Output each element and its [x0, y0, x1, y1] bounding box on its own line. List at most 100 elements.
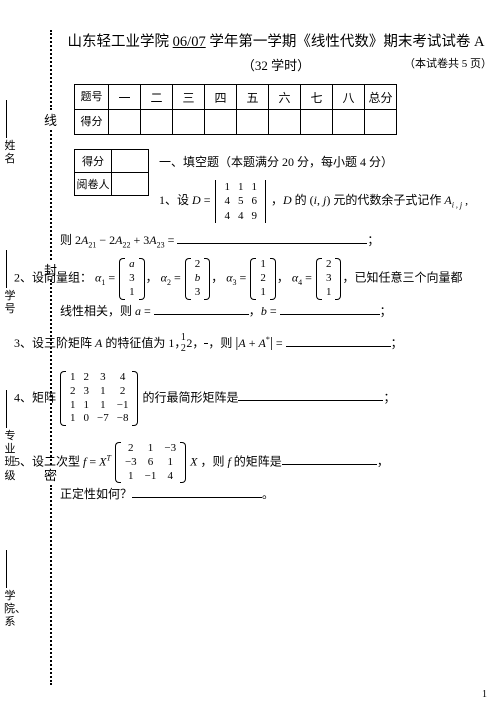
- underline-class: [6, 390, 8, 428]
- subscript: 23: [157, 240, 165, 249]
- col-vector: a31: [119, 258, 145, 299]
- table-row: 题号 一 二 三 四 五 六 七 八 总分: [75, 85, 397, 110]
- blank-underline: [286, 333, 391, 347]
- score-table: 题号 一 二 三 四 五 六 七 八 总分 得分: [74, 84, 397, 135]
- eq-sign: =: [105, 271, 118, 285]
- q-text: ；: [391, 336, 403, 350]
- col-header: 一: [109, 85, 141, 110]
- underline-dept: [6, 550, 8, 588]
- col-vector: 2b3: [185, 258, 211, 299]
- var-A: A: [444, 193, 451, 207]
- q-text: ；: [367, 233, 379, 247]
- eq-sign: =: [267, 304, 280, 318]
- var-A: A: [238, 336, 245, 350]
- hours-text: （32 学时）: [242, 58, 310, 73]
- q-text: ，: [249, 304, 261, 318]
- q-text: ) 元的代数余子式记作: [326, 193, 444, 207]
- q-text: ；: [383, 390, 395, 404]
- q-text: 1、设: [159, 193, 192, 207]
- col-vector: 231: [316, 258, 342, 299]
- mini-cell: 得分: [75, 150, 112, 173]
- label-name: 姓名: [4, 140, 16, 166]
- row-label: 得分: [75, 110, 109, 135]
- matrix-4x4: 1234 2312 111−1 10−7−8: [60, 371, 138, 426]
- q-text: 3、设三阶矩阵: [14, 336, 95, 350]
- var-A: A: [259, 336, 266, 350]
- table-row: 得分: [75, 110, 397, 135]
- eq-sign: =: [302, 271, 315, 285]
- subtitle-row: （32 学时） （本试卷共 5 页）: [60, 55, 492, 74]
- page-content: 山东轻工业学院 06/07 学年第一学期《线性代数》期末考试试卷 A （32 学…: [60, 30, 492, 512]
- var-D: D: [192, 193, 201, 207]
- blank-underline: [238, 387, 383, 401]
- col-vector: 121: [250, 258, 276, 299]
- eq-sign: =: [171, 271, 184, 285]
- page-title: 山东轻工业学院 06/07 学年第一学期《线性代数》期末考试试卷 A: [60, 30, 492, 51]
- q-text: ，: [277, 271, 289, 285]
- blank-underline: [177, 230, 367, 244]
- q5: 5、设二次型 f = XT 21−3 −361 1−14 X ，则 f 的矩阵是…: [14, 442, 492, 506]
- underline-name: [6, 100, 8, 138]
- dotted-seg: [50, 30, 52, 110]
- eq-sign: =: [165, 233, 178, 247]
- section-1-header: 得分 阅卷人 一、填空题（本题满分 20 分，每小题 4 分） 1、设 D = …: [60, 149, 492, 223]
- col-header: 题号: [75, 85, 109, 110]
- dotted-seg: [50, 485, 52, 685]
- label-dept: 学院、系: [4, 590, 16, 630]
- q-text: − 2: [96, 233, 115, 247]
- q-text: 5、设二次型: [14, 454, 83, 468]
- q-text: ，则: [197, 454, 227, 468]
- q-text: 。: [262, 487, 274, 501]
- var-A: A: [149, 233, 156, 247]
- col-header: 六: [269, 85, 301, 110]
- matrix-3x3: 21−3 −361 1−14: [115, 442, 186, 483]
- col-header: 总分: [365, 85, 397, 110]
- q-text: +: [246, 336, 259, 350]
- q-text: 2、设向量组：: [14, 271, 92, 285]
- seal-char-1: 线: [44, 113, 57, 128]
- q-text: 的行最简形矩阵是: [142, 390, 238, 404]
- school-name: 山东轻工业学院: [68, 34, 173, 50]
- eq-sign: =: [86, 454, 99, 468]
- eq-sign: =: [273, 336, 286, 350]
- col-header: 二: [141, 85, 173, 110]
- blank-underline: [280, 301, 380, 315]
- q-text: 则 2: [60, 233, 81, 247]
- blank-underline: [132, 484, 262, 498]
- q-text: 的 (: [295, 193, 314, 207]
- term-year: 06/07: [173, 34, 206, 50]
- col-header: 八: [333, 85, 365, 110]
- dotted-seg: [50, 130, 52, 260]
- page-number: 1: [482, 689, 487, 700]
- blank-underline: [154, 301, 249, 315]
- q-text: ，则: [208, 336, 235, 350]
- eq-sign: =: [201, 193, 214, 207]
- title-rest: 学年第一学期《线性代数》期末考试试卷 A: [206, 34, 485, 50]
- q-text: 正定性如何？: [60, 487, 132, 501]
- q-text: + 3: [130, 233, 149, 247]
- col-header: 五: [237, 85, 269, 110]
- q-text: ；: [380, 304, 392, 318]
- q-text: ，: [211, 271, 223, 285]
- blank-underline: [282, 451, 377, 465]
- q-text: ，已知任意三个向量都: [342, 271, 462, 285]
- subscript: i , j: [452, 201, 462, 210]
- mini-cell: 阅卷人: [75, 173, 112, 196]
- q2: 2、设向量组： α1 = a31， α2 = 2b3， α3 = 121， α4…: [14, 258, 492, 322]
- mini-score-table: 得分 阅卷人: [74, 149, 149, 196]
- q-text: ，: [271, 193, 283, 207]
- col-header: 七: [301, 85, 333, 110]
- q-text: ,: [462, 193, 468, 207]
- superscript: T: [106, 453, 110, 462]
- q-text: 的特征值为 1，2，: [102, 336, 204, 350]
- determinant: 111 456 449: [215, 180, 266, 223]
- eq-sign: =: [237, 271, 250, 285]
- q-text: 线性相关，则: [60, 304, 135, 318]
- q4: 4、矩阵 1234 2312 111−1 10−7−8 的行最简形矩阵是；: [14, 371, 492, 426]
- var-D: D: [283, 193, 295, 207]
- page-info: （本试卷共 5 页）: [404, 55, 492, 71]
- q3: 3、设三阶矩阵 A 的特征值为 1，2，12，则 |A + A*| = ；: [14, 329, 492, 358]
- col-header: 四: [205, 85, 237, 110]
- q-text: 的矩阵是: [231, 454, 282, 468]
- eq-sign: =: [141, 304, 154, 318]
